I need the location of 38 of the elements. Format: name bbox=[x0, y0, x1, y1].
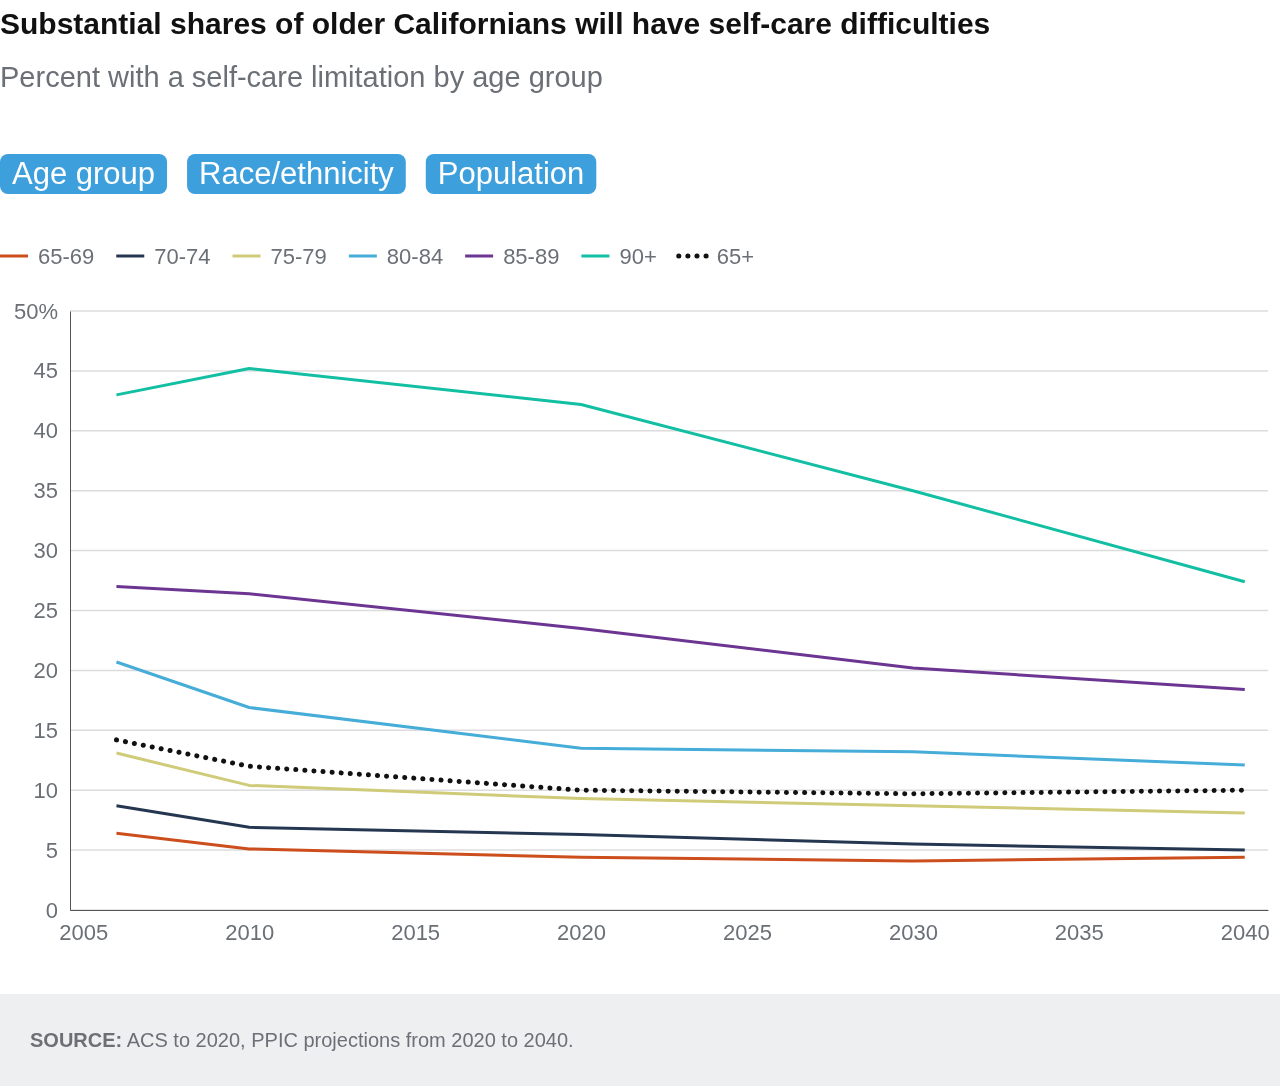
tab-button: Age group bbox=[0, 154, 168, 194]
y-tick-label: 35 bbox=[33, 478, 58, 504]
y-tick-label: 0 bbox=[45, 897, 58, 923]
x-tick-label: 2010 bbox=[225, 919, 275, 945]
chart-title: Substantial shares of older Californians will have self-care difficulties bbox=[0, 7, 991, 40]
tab-button: Population bbox=[425, 154, 597, 194]
x-tick-label: 2035 bbox=[1054, 919, 1104, 945]
x-tick-label: 2005 bbox=[59, 919, 109, 945]
line-series bbox=[114, 367, 1247, 584]
line-series bbox=[114, 585, 1247, 692]
y-tick-label: 50% bbox=[13, 298, 58, 324]
chart-subtitle: Percent with a self-care limitation by age group bbox=[0, 61, 603, 93]
y-tick-label: 30 bbox=[33, 538, 58, 564]
y-tick-label: 20 bbox=[33, 657, 58, 683]
y-tick-label: 40 bbox=[33, 418, 58, 444]
legend-label: 75-79 bbox=[270, 244, 327, 269]
line-series bbox=[114, 751, 1247, 815]
y-tick-label: 45 bbox=[33, 358, 58, 384]
y-tick-label: 15 bbox=[33, 717, 58, 743]
legend-label: 70-74 bbox=[154, 244, 211, 269]
legend-label: 90+ bbox=[619, 244, 657, 269]
legend-label: 80-84 bbox=[386, 244, 444, 269]
line-series bbox=[114, 660, 1247, 767]
y-tick-label: 10 bbox=[33, 777, 58, 803]
legend-label: 85-89 bbox=[503, 244, 560, 269]
source-note: SOURCE: ACS to 2020, PPIC projections from 2020 to 2040. bbox=[30, 1029, 574, 1051]
legend-label: 65-69 bbox=[38, 244, 95, 269]
y-tick-label: 5 bbox=[45, 837, 58, 863]
line-series bbox=[114, 804, 1247, 852]
x-tick-label: 2020 bbox=[557, 919, 607, 945]
x-tick-label: 2040 bbox=[1220, 919, 1270, 945]
x-tick-label: 2030 bbox=[888, 919, 938, 945]
x-tick-label: 2015 bbox=[391, 919, 441, 945]
y-tick-label: 25 bbox=[33, 598, 58, 624]
legend-label: 65+ bbox=[716, 244, 755, 269]
line-series bbox=[114, 831, 1247, 863]
x-tick-label: 2025 bbox=[723, 919, 772, 945]
tab-button: Race/ethnicity bbox=[187, 154, 406, 194]
